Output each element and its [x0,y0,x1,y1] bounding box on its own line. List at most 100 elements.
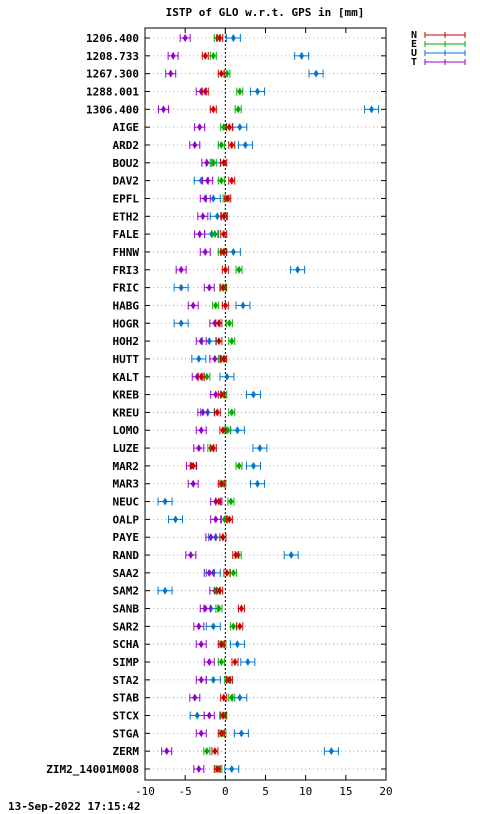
point-E [225,426,231,435]
station-label: ETH2 [113,210,140,223]
point-U [295,265,301,274]
station-label: SAR2 [113,620,140,633]
point-E [229,337,235,346]
point-N [226,675,232,684]
station-label: HABG [113,299,140,312]
station-label: PAYE [113,531,140,544]
point-N [190,461,196,470]
point-T [198,426,204,435]
station-label: BOU2 [113,157,140,170]
station-label: RAND [113,549,140,562]
point-U [245,658,251,667]
point-U [238,729,244,738]
point-U [250,461,256,470]
point-N [226,515,232,524]
point-N [217,586,223,595]
point-T [206,658,212,667]
point-U [210,675,216,684]
point-T [205,176,211,185]
point-N [220,711,226,720]
legend-label: T [411,57,417,68]
point-N [216,337,222,346]
point-U [178,283,184,292]
point-N [222,265,228,274]
point-E [221,123,227,132]
point-E [213,301,219,310]
point-N [216,497,222,506]
point-U [173,515,179,524]
point-N [202,51,208,60]
point-U [162,586,168,595]
point-E [229,408,235,417]
point-N [229,176,235,185]
station-label: HOGR [113,317,140,330]
station-label: KREB [113,389,140,402]
point-T [190,301,196,310]
point-U [210,194,216,203]
x-tick-label: 20 [379,785,392,798]
point-E [218,176,224,185]
point-T [198,675,204,684]
station-label: 1208.733 [86,50,139,63]
point-T [208,533,214,542]
point-N [218,479,224,488]
legend-label: N [411,30,417,41]
point-T [188,551,194,560]
station-label: KALT [113,371,140,384]
x-tick-label: 5 [262,785,269,798]
point-T [206,568,212,577]
point-U [257,444,263,453]
point-T [198,729,204,738]
station-label: STA2 [113,674,140,687]
station-label: 1288.001 [86,85,139,98]
point-T [168,69,174,78]
station-label: EPFL [113,192,140,205]
station-label: SIMP [113,656,140,669]
point-N [225,194,231,203]
point-E [212,230,218,239]
point-E [236,461,242,470]
point-T [178,265,184,274]
point-T [206,711,212,720]
point-N [221,230,227,239]
station-label: SCHA [113,638,140,651]
point-N [212,747,218,756]
point-E [226,319,232,328]
station-label: AIGE [113,121,140,134]
station-label: HUTT [113,353,140,366]
point-N [233,551,239,560]
point-N [224,568,230,577]
point-U [254,479,260,488]
station-label: ZERM [113,745,140,758]
station-label: FRIC [113,282,140,295]
station-label: OALP [113,513,140,526]
station-label: SAM2 [113,585,140,598]
point-N [232,658,238,667]
point-U [240,301,246,310]
x-tick-label: -5 [179,785,192,798]
station-label: LUZE [113,442,140,455]
point-N [202,87,208,96]
point-U [369,105,375,114]
legend-label: E [411,39,417,50]
point-N [218,640,224,649]
point-U [196,354,202,363]
point-U [234,640,240,649]
point-E [228,497,234,506]
point-N [221,212,227,221]
point-E [235,105,241,114]
point-T [202,247,208,256]
point-U [224,372,230,381]
point-T [196,622,202,631]
chart-title: ISTP of GLO w.r.t. GPS in [mm] [165,6,365,19]
station-label: 1206.400 [86,32,139,45]
point-T [196,765,202,773]
point-N [226,123,232,132]
point-U [299,51,305,60]
point-T [204,158,210,167]
point-U [214,212,220,221]
point-E [218,658,224,667]
point-T [200,408,206,417]
point-N [238,604,244,613]
